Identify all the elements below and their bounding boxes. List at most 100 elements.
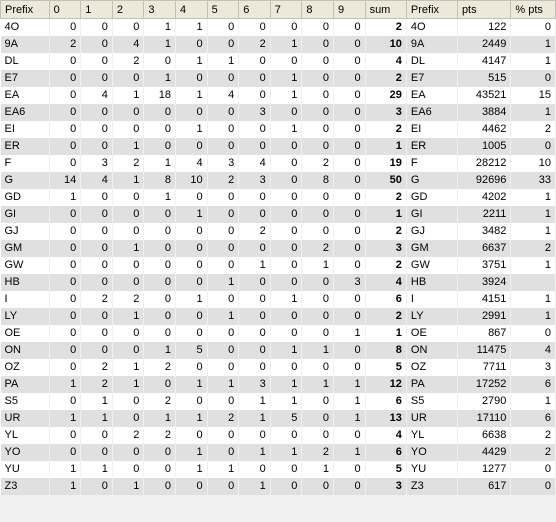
table-row[interactable]: HB00000100034HB3924: [1, 274, 556, 291]
column-header[interactable]: 6: [239, 1, 271, 19]
cell: 0: [207, 138, 239, 155]
cell: 617: [457, 478, 510, 495]
cell: 0: [239, 461, 271, 478]
cell: 0: [270, 240, 302, 257]
cell: 0: [207, 478, 239, 495]
table-row[interactable]: 4O000110000024O1220: [1, 19, 556, 36]
table-row[interactable]: F032143402019F2821210: [1, 155, 556, 172]
table-row[interactable]: OE00000000011OE8670: [1, 325, 556, 342]
table-row[interactable]: ON00015001108ON114754: [1, 342, 556, 359]
table-row[interactable]: EI00001001002EI44622: [1, 121, 556, 138]
table-row[interactable]: I02201001006I41511: [1, 291, 556, 308]
cell: OZ: [406, 359, 457, 376]
cell: DL: [1, 53, 50, 70]
table-row[interactable]: UR110112150113UR171106: [1, 410, 556, 427]
cell: 0: [511, 70, 556, 87]
cell: S5: [406, 393, 457, 410]
cell: 1: [207, 461, 239, 478]
cell: 1: [365, 138, 406, 155]
cell: 1: [176, 291, 208, 308]
cell: 0: [333, 189, 365, 206]
column-header[interactable]: 0: [49, 1, 81, 19]
cell: 2: [365, 257, 406, 274]
table-row[interactable]: S501020011016S527901: [1, 393, 556, 410]
cell: 4O: [1, 19, 50, 36]
cell: 0: [112, 19, 144, 36]
table-row[interactable]: GD10010000002GD42021: [1, 189, 556, 206]
table-row[interactable]: YO00001011216YO44292: [1, 444, 556, 461]
column-header[interactable]: sum: [365, 1, 406, 19]
cell: 2: [302, 444, 334, 461]
column-header[interactable]: 3: [144, 1, 176, 19]
table-row[interactable]: OZ02120000005OZ77113: [1, 359, 556, 376]
cell: 0: [81, 121, 113, 138]
cell: 1: [81, 461, 113, 478]
cell: 0: [270, 53, 302, 70]
table-row[interactable]: GJ00000020002GJ34821: [1, 223, 556, 240]
cell: 0: [511, 325, 556, 342]
column-header[interactable]: 5: [207, 1, 239, 19]
cell: 0: [302, 274, 334, 291]
cell: 1: [176, 376, 208, 393]
cell: 0: [239, 189, 271, 206]
table-row[interactable]: PA121011311112PA172526: [1, 376, 556, 393]
cell: E7: [406, 70, 457, 87]
column-header[interactable]: 4: [176, 1, 208, 19]
cell: PA: [406, 376, 457, 393]
cell: 0: [207, 257, 239, 274]
cell: 1: [49, 189, 81, 206]
cell: 0: [144, 291, 176, 308]
cell: 1: [270, 36, 302, 53]
cell: 1: [176, 206, 208, 223]
table-row[interactable]: DL00201100004DL41471: [1, 53, 556, 70]
column-header[interactable]: 2: [112, 1, 144, 19]
cell: 0: [302, 223, 334, 240]
cell: 0: [81, 444, 113, 461]
cell: 10: [511, 155, 556, 172]
table-row[interactable]: EA600000030003EA638841: [1, 104, 556, 121]
table-row[interactable]: GI00001000001GI22111: [1, 206, 556, 223]
column-header[interactable]: 8: [302, 1, 334, 19]
cell: 0: [81, 274, 113, 291]
table-row[interactable]: GM00100000203GM66372: [1, 240, 556, 257]
table-row[interactable]: G14418102308050G9269633: [1, 172, 556, 189]
cell: 0: [333, 155, 365, 172]
cell: 0: [176, 104, 208, 121]
cell: 7711: [457, 359, 510, 376]
table-row[interactable]: YU11001100105YU12770: [1, 461, 556, 478]
table-row[interactable]: ER00100000001ER10050: [1, 138, 556, 155]
column-header[interactable]: Prefix: [406, 1, 457, 19]
cell: 0: [333, 87, 365, 104]
table-row[interactable]: 9A2041002100109A24491: [1, 36, 556, 53]
column-header[interactable]: 7: [270, 1, 302, 19]
cell: 0: [49, 359, 81, 376]
cell: 0: [270, 138, 302, 155]
cell: 1: [81, 410, 113, 427]
cell: 1: [270, 70, 302, 87]
column-header[interactable]: pts: [457, 1, 510, 19]
cell: 0: [49, 53, 81, 70]
column-header[interactable]: 1: [81, 1, 113, 19]
cell: 0: [302, 104, 334, 121]
cell: ON: [406, 342, 457, 359]
column-header[interactable]: 9: [333, 1, 365, 19]
cell: 0: [302, 87, 334, 104]
column-header[interactable]: Prefix: [1, 1, 50, 19]
cell: 4O: [406, 19, 457, 36]
table-row[interactable]: Z310100010003Z36170: [1, 478, 556, 495]
cell: 1: [511, 291, 556, 308]
cell: 0: [207, 240, 239, 257]
table-row[interactable]: E700010001002E75150: [1, 70, 556, 87]
cell: 4: [239, 155, 271, 172]
cell: 0: [302, 19, 334, 36]
table-row[interactable]: GW00000010102GW37511: [1, 257, 556, 274]
cell: 2: [112, 155, 144, 172]
table-row[interactable]: YL00220000004YL66382: [1, 427, 556, 444]
table-row[interactable]: EA0411814010029EA4352115: [1, 87, 556, 104]
cell: 0: [81, 223, 113, 240]
table-row[interactable]: LY00100100002LY29911: [1, 308, 556, 325]
cell: 0: [176, 70, 208, 87]
column-header[interactable]: % pts: [511, 1, 556, 19]
cell: 1: [176, 410, 208, 427]
cell: 0: [49, 206, 81, 223]
